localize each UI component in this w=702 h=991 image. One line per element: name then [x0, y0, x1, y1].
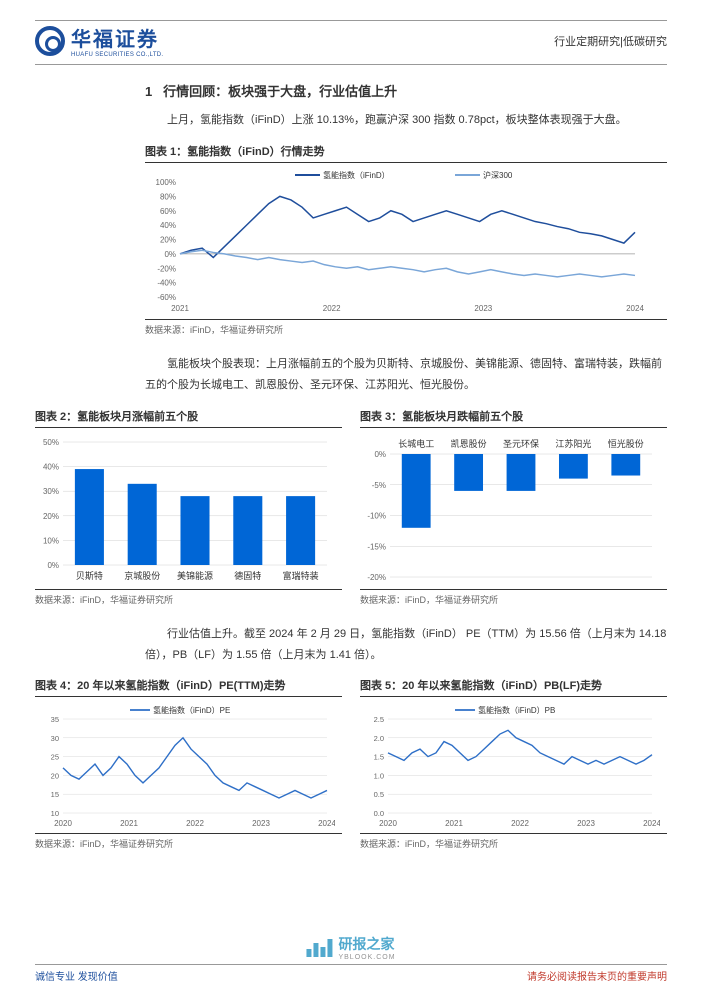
svg-text:0%: 0%	[47, 561, 59, 570]
svg-text:富瑞特装: 富瑞特装	[283, 570, 319, 581]
fig4-title: 图表 4：20 年以来氢能指数（iFinD）PE(TTM)走势	[35, 677, 342, 697]
svg-text:氢能指数（iFinD）: 氢能指数（iFinD）	[323, 170, 390, 180]
svg-text:10: 10	[51, 809, 59, 818]
svg-text:0.5: 0.5	[374, 791, 384, 800]
svg-text:-20%: -20%	[157, 264, 176, 273]
fig4-source: 数据来源：iFinD，华福证券研究所	[35, 833, 342, 850]
svg-text:15: 15	[51, 791, 59, 800]
svg-text:2022: 2022	[186, 819, 204, 828]
svg-text:2023: 2023	[577, 819, 595, 828]
section-number: 1	[145, 84, 152, 99]
section1-p1: 上月，氢能指数（iFinD）上涨 10.13%，跑赢沪深 300 指数 0.78…	[145, 110, 667, 131]
svg-text:2021: 2021	[120, 819, 138, 828]
footer-left: 诚信专业 发现价值	[35, 968, 118, 983]
fig5-source: 数据来源：iFinD，华福证券研究所	[360, 833, 667, 850]
svg-text:40%: 40%	[43, 462, 59, 471]
svg-text:60%: 60%	[160, 207, 176, 216]
svg-text:2024: 2024	[318, 819, 335, 828]
svg-text:30: 30	[51, 734, 59, 743]
logo-icon	[35, 26, 65, 56]
watermark-cn: 研报之家	[338, 934, 395, 954]
fig4-chart: 10 15 20 25 30 35 2020 2021 2022 2023 2024 氢能指数（iFi…	[35, 701, 342, 831]
fig3-title: 图表 3：氢能板块月跌幅前五个股	[360, 408, 667, 428]
svg-text:京城股份: 京城股份	[124, 570, 160, 581]
svg-text:30%: 30%	[43, 487, 59, 496]
svg-text:50%: 50%	[43, 438, 59, 447]
logo: 华福证券 HUAFU SECURITIES CO.,LTD.	[35, 23, 163, 58]
svg-text:0.0: 0.0	[374, 809, 384, 818]
svg-text:恒光股份: 恒光股份	[608, 438, 644, 449]
svg-text:2.0: 2.0	[374, 734, 384, 743]
svg-text:-20%: -20%	[367, 573, 386, 582]
svg-text:40%: 40%	[160, 221, 176, 230]
svg-text:江苏阳光: 江苏阳光	[555, 438, 591, 449]
section3-p: 行业估值上升。截至 2024 年 2 月 29 日，氢能指数（iFinD） PE…	[145, 624, 667, 666]
svg-text:长城电工: 长城电工	[398, 438, 434, 449]
fig2-chart: 0% 10% 20% 30% 40% 50% 贝斯特 京城股份 美锦能源 德固特 富瑞特装	[35, 432, 342, 587]
svg-text:德固特: 德固特	[234, 570, 261, 581]
fig2-source: 数据来源：iFinD，华福证券研究所	[35, 589, 342, 606]
svg-text:20%: 20%	[160, 235, 176, 244]
svg-text:贝斯特: 贝斯特	[76, 570, 103, 581]
svg-text:2.5: 2.5	[374, 715, 384, 724]
section-1-title: 1 行情回顾：板块强于大盘，行业估值上升	[145, 81, 667, 100]
svg-text:1.0: 1.0	[374, 772, 384, 781]
fig3-source: 数据来源：iFinD，华福证券研究所	[360, 589, 667, 606]
svg-text:凯恩股份: 凯恩股份	[451, 438, 487, 449]
svg-text:-60%: -60%	[157, 293, 176, 302]
svg-text:2023: 2023	[252, 819, 270, 828]
top-rule	[35, 20, 667, 21]
svg-text:0%: 0%	[164, 250, 176, 259]
svg-text:美锦能源: 美锦能源	[177, 570, 213, 581]
svg-text:2024: 2024	[626, 304, 644, 313]
svg-text:氢能指数（iFinD）PE: 氢能指数（iFinD）PE	[153, 705, 230, 715]
logo-text-cn: 华福证券	[71, 23, 163, 52]
fig5-title: 图表 5：20 年以来氢能指数（iFinD）PB(LF)走势	[360, 677, 667, 697]
fig2-title: 图表 2：氢能板块月涨幅前五个股	[35, 408, 342, 428]
svg-text:35: 35	[51, 715, 59, 724]
footer-right: 请务必阅读报告末页的重要声明	[527, 968, 667, 983]
svg-text:2022: 2022	[323, 304, 341, 313]
svg-text:25: 25	[51, 753, 59, 762]
svg-text:氢能指数（iFinD）PB: 氢能指数（iFinD）PB	[478, 705, 555, 715]
svg-text:2022: 2022	[511, 819, 529, 828]
section2-p: 氢能板块个股表现：上月涨幅前五的个股为贝斯特、京城股份、美锦能源、德固特、富瑞特…	[145, 354, 667, 396]
header-right: 行业定期研究|低碳研究	[554, 33, 667, 49]
fig5-chart: 0.0 0.5 1.0 1.5 2.0 2.5 2020 2021 2022 2023 2024 氢能…	[360, 701, 667, 831]
svg-text:80%: 80%	[160, 192, 176, 201]
fig1-source: 数据来源：iFinD，华福证券研究所	[145, 319, 667, 336]
svg-text:10%: 10%	[43, 536, 59, 545]
fig1-title: 图表 1：氢能指数（iFinD）行情走势	[145, 143, 667, 163]
section-title-text: 行情回顾：板块强于大盘，行业估值上升	[163, 84, 397, 99]
watermark: 研报之家 YBLOOK.COM	[306, 934, 395, 961]
watermark-icon	[306, 939, 332, 957]
svg-text:2021: 2021	[171, 304, 189, 313]
svg-text:-10%: -10%	[367, 511, 386, 520]
svg-text:0%: 0%	[374, 450, 386, 459]
svg-text:1.5: 1.5	[374, 753, 384, 762]
svg-text:100%: 100%	[156, 178, 176, 187]
svg-text:2021: 2021	[445, 819, 463, 828]
svg-text:2023: 2023	[474, 304, 492, 313]
fig3-chart: -20% -15% -10% -5% 0% 长城电工 凯恩股份 圣元环保 江苏阳光 恒光股份	[360, 432, 667, 587]
logo-text-en: HUAFU SECURITIES CO.,LTD.	[71, 52, 163, 58]
header: 华福证券 HUAFU SECURITIES CO.,LTD. 行业定期研究|低碳…	[35, 23, 667, 65]
watermark-en: YBLOOK.COM	[338, 954, 395, 961]
svg-text:-5%: -5%	[372, 480, 386, 489]
svg-text:-15%: -15%	[367, 542, 386, 551]
fig1-chart: -60% -40% -20% 0% 20% 40% 60% 80% 100% 2021 2022 20…	[145, 167, 667, 317]
svg-text:2020: 2020	[379, 819, 397, 828]
svg-text:沪深300: 沪深300	[483, 170, 513, 180]
svg-text:2024: 2024	[643, 819, 660, 828]
svg-text:圣元环保: 圣元环保	[503, 438, 539, 449]
svg-text:20%: 20%	[43, 511, 59, 520]
svg-text:2020: 2020	[54, 819, 72, 828]
svg-text:-40%: -40%	[157, 279, 176, 288]
footer-rule	[35, 964, 667, 965]
svg-text:20: 20	[51, 772, 59, 781]
